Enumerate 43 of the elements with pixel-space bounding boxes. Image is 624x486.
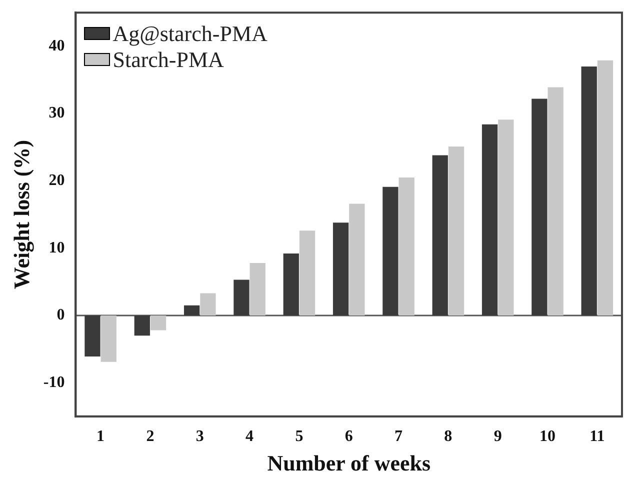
bar	[548, 87, 564, 316]
bar	[84, 315, 100, 357]
x-tick-label: 1	[96, 428, 105, 446]
bar	[432, 155, 448, 316]
x-tick-label: 10	[540, 428, 556, 446]
legend-label: Starch-PMA	[112, 46, 224, 73]
x-tick-label: 11	[590, 428, 605, 446]
bar	[581, 66, 597, 316]
bar	[234, 280, 250, 316]
bar	[100, 315, 116, 362]
y-tick-label: 40	[48, 37, 65, 54]
bar	[200, 293, 216, 316]
x-tick-label: 8	[444, 428, 452, 446]
bar	[349, 204, 365, 316]
bar	[597, 60, 614, 316]
x-tick-label: 6	[344, 428, 353, 446]
bar	[283, 254, 299, 316]
y-tick-label: -10	[43, 374, 65, 391]
y-axis-title: Weight loss (%)	[8, 140, 34, 290]
bar	[250, 262, 266, 316]
y-tick-label: 10	[48, 239, 65, 256]
x-tick-label: 7	[394, 428, 403, 446]
x-tick-label: 2	[146, 428, 154, 446]
bar	[150, 315, 166, 330]
y-tick-label: 0	[56, 306, 65, 324]
x-tick-label: 9	[494, 428, 502, 446]
x-tick-label: 5	[295, 428, 304, 446]
bar	[482, 124, 498, 316]
y-tick-label: 30	[48, 104, 65, 122]
bar	[134, 315, 150, 336]
bar	[184, 305, 200, 316]
bar	[382, 186, 398, 316]
bar	[299, 230, 316, 316]
bar	[398, 177, 414, 316]
legend-label: Ag@starch-PMA	[112, 20, 268, 47]
y-tick-label: 20	[48, 172, 65, 189]
x-tick-label: 4	[246, 428, 254, 446]
x-tick-label: 3	[196, 428, 204, 446]
bar	[532, 98, 548, 316]
bar	[332, 222, 349, 316]
bar	[498, 120, 514, 316]
bar	[448, 146, 464, 316]
x-axis-title: Number of weeks	[267, 450, 431, 476]
